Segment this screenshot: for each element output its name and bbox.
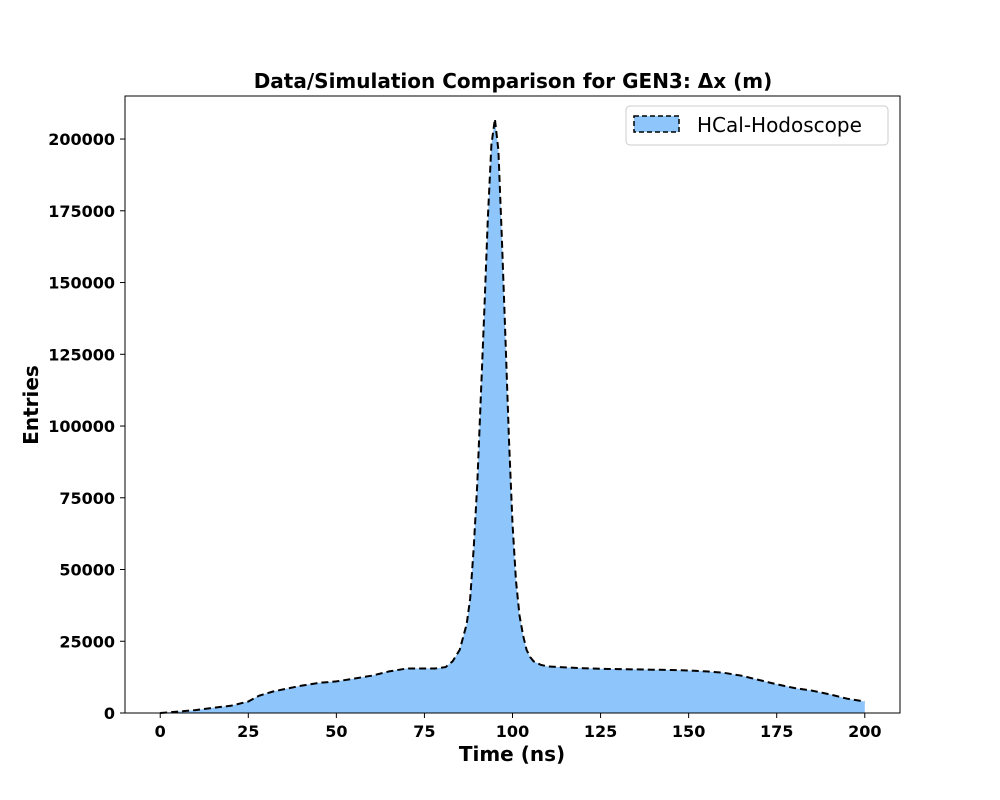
- x-axis-label: Time (ns): [459, 742, 565, 766]
- y-tick-label: 50000: [59, 561, 115, 580]
- x-tick-label: 0: [155, 722, 166, 741]
- y-tick-label: 175000: [48, 202, 115, 221]
- x-tick-label: 25: [237, 722, 259, 741]
- x-tick-label: 125: [584, 722, 617, 741]
- legend-box: [625, 105, 889, 146]
- chart-title: Data/Simulation Comparison for GEN3: Δx …: [254, 69, 773, 93]
- legend: HCal-Hodoscope: [625, 105, 889, 146]
- legend-swatch: [633, 115, 680, 133]
- y-tick-label: 125000: [48, 345, 115, 364]
- x-tick-label: 200: [848, 722, 881, 741]
- x-tick-label: 75: [413, 722, 435, 741]
- legend-label: HCal-Hodoscope: [697, 113, 862, 137]
- y-tick-label: 75000: [59, 489, 115, 508]
- y-axis-label: Entries: [19, 365, 43, 445]
- x-axis-ticks: 0 25 50 75 100 125 150 175 200: [155, 713, 881, 741]
- y-axis-ticks: 0 25000 50000 75000 100000 125000 150000 175000…: [48, 130, 125, 723]
- y-tick-label: 200000: [48, 130, 115, 149]
- y-tick-label: 25000: [59, 632, 115, 651]
- y-tick-label: 150000: [48, 274, 115, 293]
- plot-area: [160, 118, 865, 714]
- y-tick-label: 0: [104, 704, 115, 723]
- y-tick-label: 100000: [48, 417, 115, 436]
- x-tick-label: 150: [672, 722, 705, 741]
- x-tick-label: 50: [325, 722, 347, 741]
- series-area-fill: [160, 119, 865, 713]
- x-tick-label: 175: [760, 722, 793, 741]
- x-tick-label: 100: [496, 722, 529, 741]
